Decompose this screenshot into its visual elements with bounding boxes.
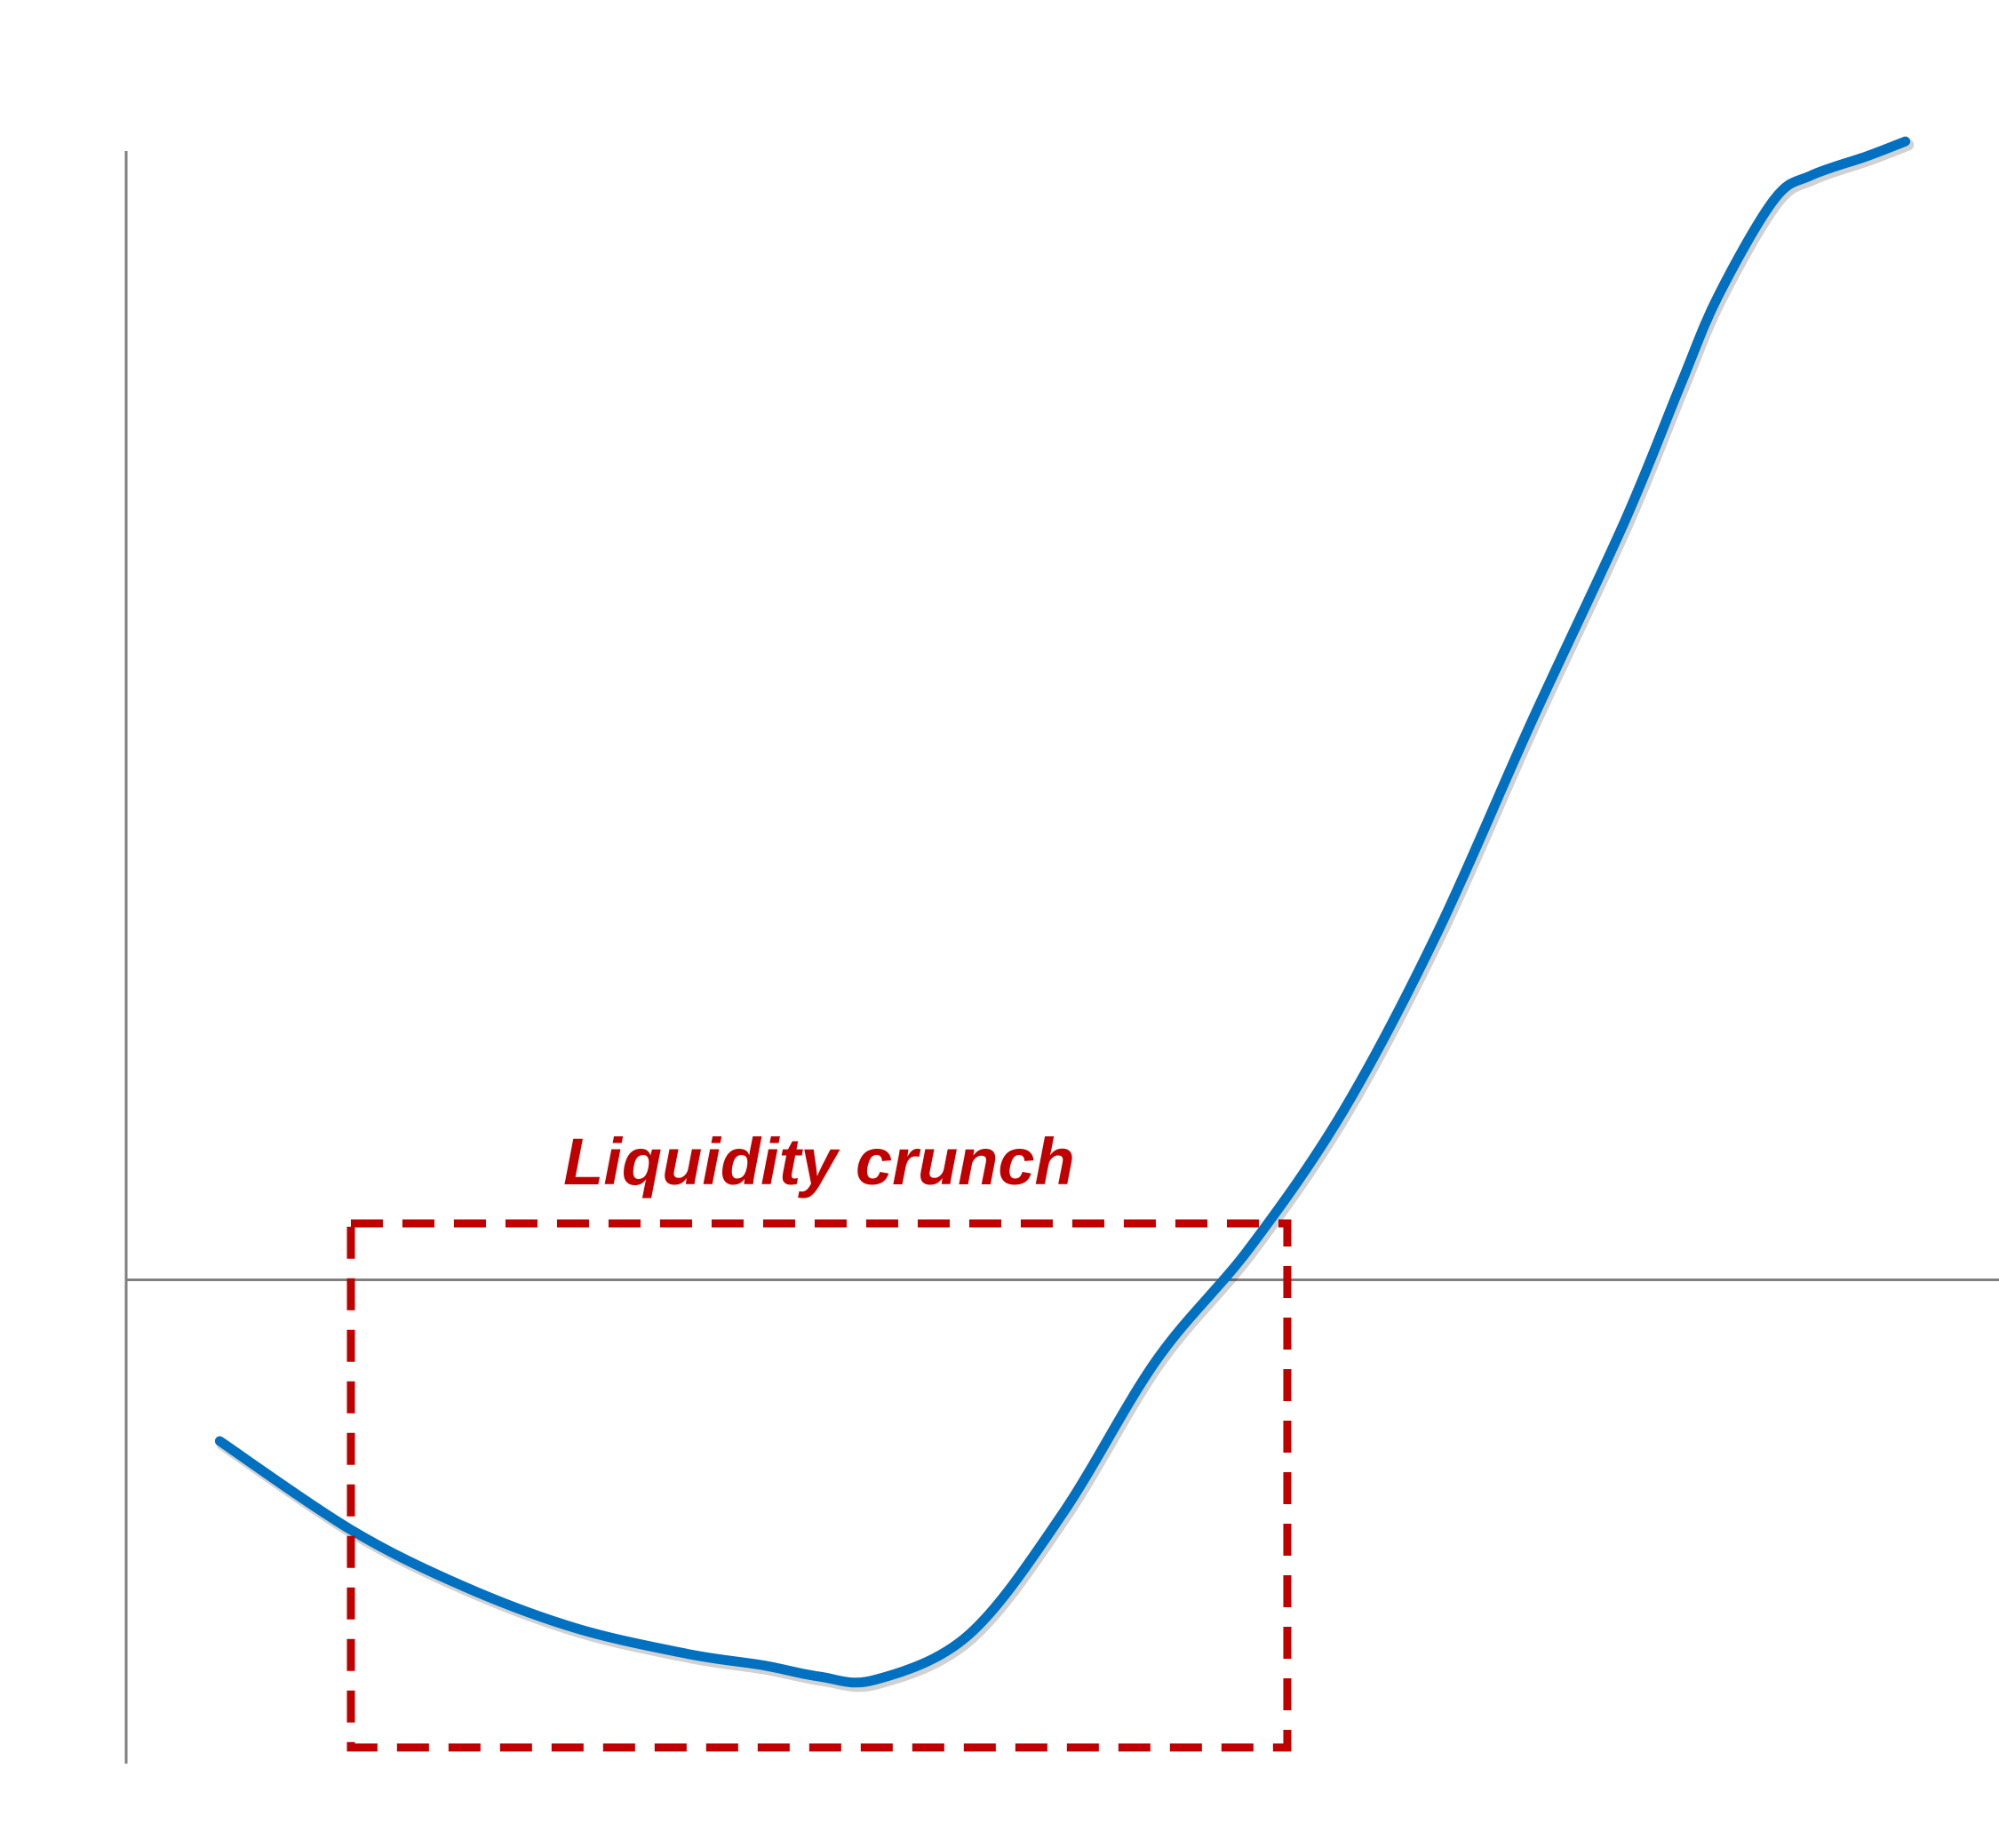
liquidity-crunch-region — [346, 1219, 1292, 1752]
series-line-shadow — [216, 139, 1915, 1693]
series-layer — [214, 136, 1915, 1693]
liquidity-crunch-label: Liquidity crunch — [563, 1125, 1075, 1199]
annotation-layer: Liquidity crunch — [346, 1125, 1292, 1752]
series-line-1 — [214, 136, 1911, 1688]
